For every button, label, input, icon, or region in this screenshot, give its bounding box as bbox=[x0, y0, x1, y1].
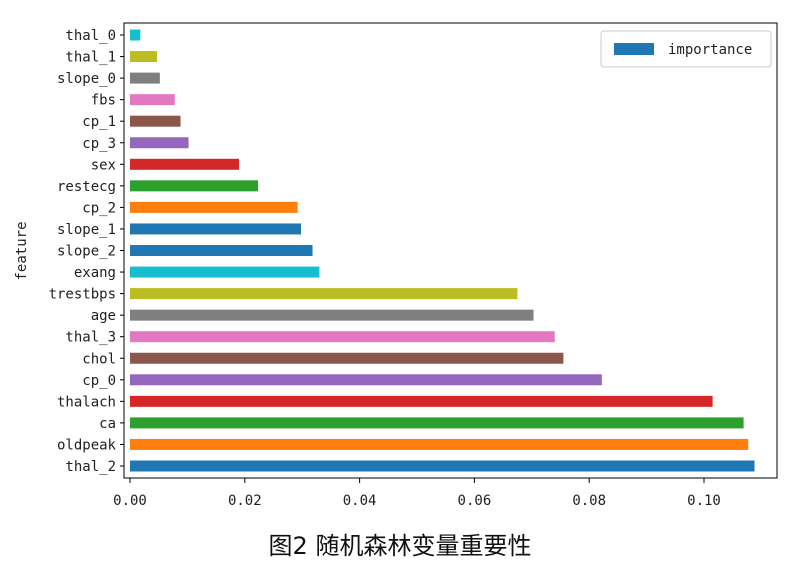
legend-box bbox=[600, 30, 772, 68]
y-tick-label-slope_1: slope_1 bbox=[57, 222, 116, 238]
bar-oldpeak bbox=[130, 438, 749, 450]
y-tick-label-thal_2: thal_2 bbox=[65, 459, 116, 475]
x-tick-labels: 0.00 0.02 0.04 0.06 0.08 0.10 bbox=[113, 478, 721, 509]
bar-age bbox=[130, 309, 534, 321]
y-tick-label-restecg: restecg bbox=[57, 179, 116, 195]
x-tick-label-0.00: 0.00 bbox=[113, 493, 147, 509]
figure-caption: 图2 随机森林变量重要性 bbox=[268, 532, 532, 560]
feature-importance-chart: thal_2 oldpeak ca thalach cp_0 chol thal_3 age t… bbox=[14, 22, 778, 509]
x-tick-label-0.02: 0.02 bbox=[228, 493, 262, 509]
y-tick-label-thal_1: thal_1 bbox=[65, 50, 116, 66]
y-tick-label-exang: exang bbox=[74, 265, 116, 281]
y-tick-label-cp_0: cp_0 bbox=[82, 373, 116, 389]
legend-swatch bbox=[614, 43, 654, 55]
y-tick-label-slope_0: slope_0 bbox=[57, 71, 116, 87]
y-tick-label-thal_0: thal_0 bbox=[65, 28, 116, 44]
y-tick-label-cp_2: cp_2 bbox=[82, 200, 116, 216]
y-tick-label-cp_3: cp_3 bbox=[82, 136, 116, 152]
y-tick-labels: thal_2 oldpeak ca thalach cp_0 chol thal_3 age t… bbox=[49, 28, 124, 475]
bar-cp_3 bbox=[130, 137, 189, 149]
bar-thal_0 bbox=[130, 29, 141, 41]
x-tick-label-0.04: 0.04 bbox=[343, 493, 377, 509]
bar-trestbps bbox=[130, 288, 518, 300]
y-tick-label-age: age bbox=[91, 308, 116, 324]
bar-slope_2 bbox=[130, 245, 313, 256]
bar-slope_1 bbox=[130, 223, 302, 235]
y-tick-label-oldpeak: oldpeak bbox=[57, 437, 117, 453]
y-axis-label: feature bbox=[14, 221, 30, 280]
x-tick-label-0.10: 0.10 bbox=[687, 493, 721, 509]
bar-thal_1 bbox=[130, 51, 157, 63]
bar-chol bbox=[130, 352, 564, 364]
x-tick-label-0.08: 0.08 bbox=[572, 493, 606, 509]
bar-restecg bbox=[130, 180, 259, 192]
bar-thal_2 bbox=[130, 460, 755, 472]
bar-sex bbox=[130, 158, 240, 170]
y-tick-label-thalach: thalach bbox=[57, 394, 116, 410]
bar-thal_3 bbox=[130, 331, 555, 343]
y-tick-label-thal_3: thal_3 bbox=[65, 330, 116, 346]
y-tick-label-cp_1: cp_1 bbox=[82, 114, 116, 130]
y-tick-label-sex: sex bbox=[91, 157, 116, 173]
y-tick-label-slope_2: slope_2 bbox=[57, 244, 116, 260]
y-tick-label-trestbps: trestbps bbox=[49, 287, 116, 303]
legend: importance bbox=[600, 30, 772, 68]
bar-cp_2 bbox=[130, 201, 298, 213]
x-tick-label-0.06: 0.06 bbox=[458, 493, 492, 509]
y-tick-label-ca: ca bbox=[99, 416, 116, 432]
y-tick-label-fbs: fbs bbox=[91, 93, 116, 109]
bar-ca bbox=[130, 417, 744, 429]
bar-thalach bbox=[130, 395, 713, 407]
bars-group bbox=[130, 29, 755, 472]
bar-fbs bbox=[130, 94, 175, 106]
bar-exang bbox=[130, 266, 320, 278]
bar-slope_0 bbox=[130, 72, 160, 84]
y-tick-label-chol: chol bbox=[82, 351, 116, 367]
bar-cp_0 bbox=[130, 374, 602, 386]
legend-label: importance bbox=[668, 42, 752, 58]
bar-cp_1 bbox=[130, 115, 181, 127]
